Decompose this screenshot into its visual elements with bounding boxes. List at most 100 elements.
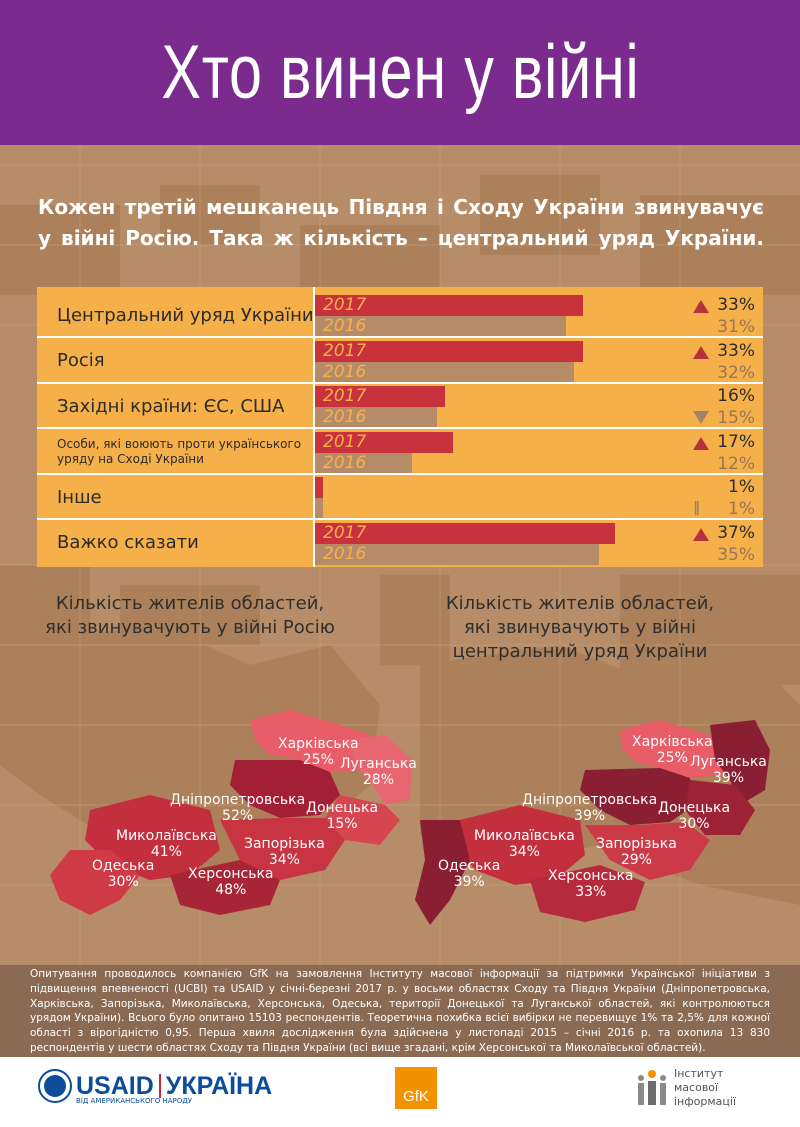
- row-separator: [37, 472, 763, 475]
- category-label: Важко сказати: [57, 532, 199, 553]
- trend-equal-icon: ‖: [693, 500, 700, 516]
- year-label-2017: 2017: [323, 340, 367, 361]
- row-separator: [37, 518, 763, 520]
- trend-down-icon: [693, 411, 709, 424]
- value-label-2017: 17%: [717, 431, 755, 452]
- value-label-2016: 31%: [717, 317, 755, 337]
- region-pct: 29%: [620, 852, 652, 868]
- imi-logo: Інститут масової інформації: [636, 1067, 770, 1109]
- trend-up-icon: [693, 527, 709, 541]
- year-label-2016: 2016: [323, 498, 367, 518]
- region-pct: 34%: [268, 852, 300, 868]
- year-label-2016: 2016: [323, 452, 367, 473]
- category-label: Інше: [57, 486, 102, 508]
- row-separator: [37, 336, 763, 338]
- divider: [158, 1074, 161, 1098]
- chart-row: Особи, які воюють проти українського уря…: [37, 430, 763, 475]
- region-name: Херсонська: [188, 866, 274, 882]
- category-label: Західні країни: ЄС, США: [57, 395, 285, 417]
- value-label-2017: 16%: [717, 386, 755, 406]
- region-pct: 39%: [453, 874, 485, 890]
- value-label-2017: 37%: [717, 522, 755, 543]
- chart-row: Західні країни: ЄС, США 2017 2016 16% 15%: [37, 384, 763, 429]
- region-pct: 30%: [678, 816, 710, 832]
- region-name: Харківська: [632, 734, 713, 750]
- usaid-tagline: ВІД АМЕРИКАНСЬКОГО НАРОДУ: [76, 1097, 192, 1105]
- row-separator: [37, 427, 763, 429]
- region-pct: 39%: [574, 808, 606, 824]
- bar-2017: [315, 522, 615, 544]
- map-title-government: Кількість жителів областей, які звинувач…: [445, 593, 715, 662]
- imi-name: Інститут масової інформації: [674, 1067, 737, 1108]
- category-label: Центральний уряд України: [57, 304, 314, 326]
- value-label-2017: 33%: [717, 295, 755, 315]
- trend-up-icon: [693, 436, 709, 450]
- trend-up-icon: [693, 300, 709, 313]
- row-separator: [37, 381, 763, 384]
- usaid-seal-icon: [38, 1069, 72, 1103]
- region-pct: 41%: [150, 844, 182, 860]
- category-label: Росія: [57, 350, 105, 371]
- survey-methodology-note: Опитування проводилось компанією GfK на …: [0, 965, 800, 1057]
- year-label-2016: 2016: [323, 316, 367, 336]
- region-name: Миколаївська: [116, 828, 217, 844]
- region-pct: 30%: [107, 874, 139, 890]
- region-name: Запорізька: [244, 836, 325, 852]
- value-label-2016: 35%: [717, 544, 755, 565]
- value-label-2016: 1%: [728, 499, 755, 519]
- region-pct: 15%: [326, 816, 358, 832]
- region-pct: 25%: [302, 752, 334, 768]
- region-name: Херсонська: [548, 868, 634, 884]
- value-label-2017: 1%: [728, 477, 755, 497]
- chart-row: Центральний уряд України 2017 2016 33% 31%: [37, 293, 763, 338]
- year-label-2016: 2016: [323, 407, 367, 427]
- value-label-2017: 33%: [717, 340, 755, 361]
- usaid-ukraine-wordmark: УКРАЇНА: [165, 1071, 273, 1100]
- bar-2016: [315, 543, 599, 565]
- gfk-logo: GfK: [395, 1067, 437, 1109]
- logos-bar: USAID УКРАЇНА ВІД АМЕРИКАНСЬКОГО НАРОДУ …: [0, 1057, 800, 1127]
- year-label-2017: 2017: [323, 522, 367, 543]
- bar-2016: [315, 361, 575, 383]
- bar-2017: [315, 386, 445, 407]
- region-pct: 28%: [362, 772, 394, 788]
- year-label-2017: 2017: [323, 477, 367, 497]
- region-name: Харківська: [278, 736, 359, 752]
- region-name: Дніпропетровська: [522, 792, 658, 808]
- map-title-russia: Кількість жителів областей, які звинувач…: [45, 593, 335, 638]
- region-pct: 25%: [656, 750, 688, 766]
- usaid-logo: USAID УКРАЇНА: [38, 1069, 272, 1103]
- region-name: Запорізька: [596, 836, 677, 852]
- region-pct: 39%: [712, 770, 744, 786]
- year-label-2017: 2017: [323, 386, 367, 406]
- bar-2016: [315, 452, 413, 474]
- region-name: Одеська: [438, 858, 501, 874]
- region-name: Одеська: [92, 858, 155, 874]
- year-label-2016: 2016: [323, 361, 367, 382]
- year-label-2017: 2017: [323, 295, 367, 315]
- bar-chart-panel: Центральний уряд України 2017 2016 33% 31% Ро…: [37, 287, 763, 567]
- page-title: Хто винен у війні: [160, 30, 640, 115]
- bar-2017: [315, 295, 583, 316]
- region-pct: 33%: [575, 884, 607, 900]
- chart-row: Важко сказати 2017 2016 37% 35%: [37, 521, 763, 565]
- region-name: Миколаївська: [474, 828, 575, 844]
- value-label-2016: 15%: [717, 408, 755, 428]
- chart-row: Інше 2017 2016 ‖ 1% 1%: [37, 475, 763, 520]
- category-label: Особи, які воюють проти українського уря…: [57, 436, 302, 466]
- region-name: Луганська: [340, 756, 417, 772]
- year-label-2016: 2016: [323, 543, 367, 564]
- chart-row: Росія 2017 2016 33% 32%: [37, 339, 763, 384]
- region-pct: 34%: [508, 844, 540, 860]
- bar-2016: [315, 407, 437, 428]
- map-government: Харківська 25% Луганська 39% Дніпропетровс…: [410, 710, 790, 940]
- bar-2017: [315, 431, 453, 453]
- region-name: Луганська: [690, 754, 767, 770]
- trend-up-icon: [693, 345, 709, 359]
- header-banner: Хто винен у війні: [0, 0, 800, 145]
- bar-2017: [315, 340, 583, 362]
- region-name: Донецька: [658, 800, 731, 816]
- region-name: Дніпропетровська: [170, 792, 306, 808]
- map-russia: Харківська 25% Луганська 28% Дніпропетровс…: [40, 700, 420, 930]
- region-pct: 52%: [222, 808, 254, 824]
